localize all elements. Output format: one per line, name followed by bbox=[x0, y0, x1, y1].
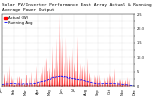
Legend: Actual (W), Running Avg: Actual (W), Running Avg bbox=[4, 16, 33, 25]
Text: Solar PV/Inverter Performance East Array Actual & Running Average Power Output: Solar PV/Inverter Performance East Array… bbox=[2, 3, 151, 12]
